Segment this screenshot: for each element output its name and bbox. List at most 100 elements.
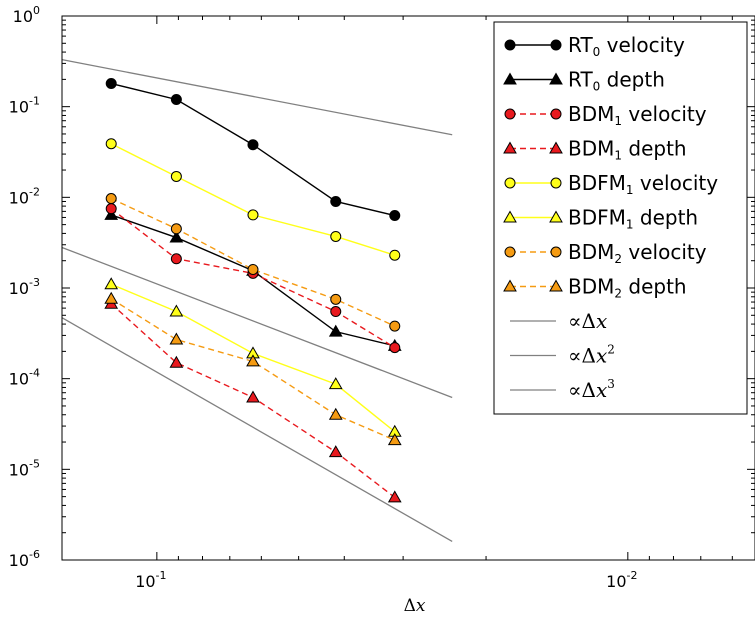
legend-marker [504,246,516,258]
data-point [169,230,184,243]
legend-label: BDFM1 depth [568,206,698,232]
x-tick-label: 10-2 [606,569,637,591]
y-tick-label: 10-3 [9,276,40,298]
legend-label: ∝Δx [568,309,607,333]
legend-marker [549,141,563,154]
data-series [104,78,402,503]
series-6 [104,277,402,437]
legend-marker [550,177,562,189]
legend-entry-ref-3: ∝Δx3 [510,377,615,402]
series-line [110,143,395,256]
legend-entry-7: BDM2 velocity [504,240,707,266]
data-point [328,324,343,337]
data-point [387,490,402,503]
reference-line-2 [61,246,453,399]
legend-marker [504,39,516,51]
data-point [247,139,259,151]
axis-ticks [62,15,755,561]
data-point [170,93,182,105]
series-line [110,298,396,441]
data-point [389,210,401,222]
legend-entry-ref-1: ∝Δx [510,309,607,333]
reference-line-3 [61,317,453,543]
data-point [246,390,260,403]
y-tick-label: 10-6 [9,548,40,570]
legend-marker [549,72,563,85]
data-point [105,203,117,215]
data-point [389,320,401,332]
legend-entry-3: BDM1 velocity [504,102,707,128]
legend-label: BDFM1 velocity [568,171,718,197]
series-4 [104,296,402,503]
legend-marker [549,279,563,292]
series-8 [104,291,402,446]
data-point [328,377,343,390]
legend-marker [549,210,563,223]
legend: RT0 velocity RT0 depth BDM1 velocity BDM1 d… [493,21,748,415]
data-point [105,193,117,205]
data-point [246,354,260,367]
series-7 [105,193,401,332]
series-5 [105,138,401,261]
series-3 [105,203,401,354]
y-tick-label: 100 [13,4,40,26]
legend-label: RT0 depth [568,68,665,94]
legend-entry-1: RT0 velocity [504,33,685,59]
legend-label: BDM1 depth [568,137,687,163]
legend-marker [550,246,562,258]
x-tick-label: 10-1 [135,569,166,591]
reference-lines [61,59,453,543]
data-point [330,306,342,318]
tick-labels: 100 10-1 10-2 10-3 10-4 10-5 10-6 10-1 10-2 [9,4,638,591]
data-point [170,253,182,265]
data-point [328,407,343,420]
data-point [330,293,342,305]
legend-entry-4: BDM1 depth [503,137,687,163]
data-point [328,445,343,458]
data-point [104,291,119,304]
data-point [105,78,117,90]
data-point [104,277,119,290]
data-point [387,433,402,446]
y-tick-label: 10-2 [9,185,40,207]
legend-entry-5: BDFM1 velocity [504,171,718,197]
legend-marker [503,210,517,223]
legend-label: RT0 velocity [568,33,685,59]
y-tick-label: 10-4 [9,367,40,389]
data-point [389,342,401,354]
legend-entry-8: BDM2 depth [503,275,687,301]
y-tick-label: 10-5 [9,457,40,479]
legend-marker [504,177,516,189]
x-axis-title: Δx [404,596,426,616]
legend-marker [550,108,562,120]
legend-marker [550,39,562,51]
series-1 [105,78,401,222]
legend-entry-ref-2: ∝Δx2 [510,343,615,368]
series-2 [104,207,402,351]
legend-marker [503,72,517,85]
data-point [169,304,184,317]
data-point [169,355,184,368]
legend-marker [503,141,517,154]
legend-label: BDM2 velocity [568,240,707,266]
legend-label: BDM1 velocity [568,102,707,128]
y-tick-label: 10-1 [9,95,40,117]
data-point [170,223,182,235]
data-point [330,195,342,207]
legend-entry-6: BDFM1 depth [503,206,698,232]
legend-entry-2: RT0 depth [503,68,665,94]
data-point [247,209,259,221]
data-point [170,170,182,182]
legend-label: ∝Δx2 [568,343,615,368]
legend-marker [504,108,516,120]
legend-label: ∝Δx3 [568,377,615,402]
reference-line-1 [61,59,453,136]
data-point [389,249,401,261]
data-point [105,138,117,150]
data-point [330,230,342,242]
data-point [169,332,184,345]
legend-marker [503,279,517,292]
legend-label: BDM2 depth [568,275,687,301]
data-point [247,263,259,275]
